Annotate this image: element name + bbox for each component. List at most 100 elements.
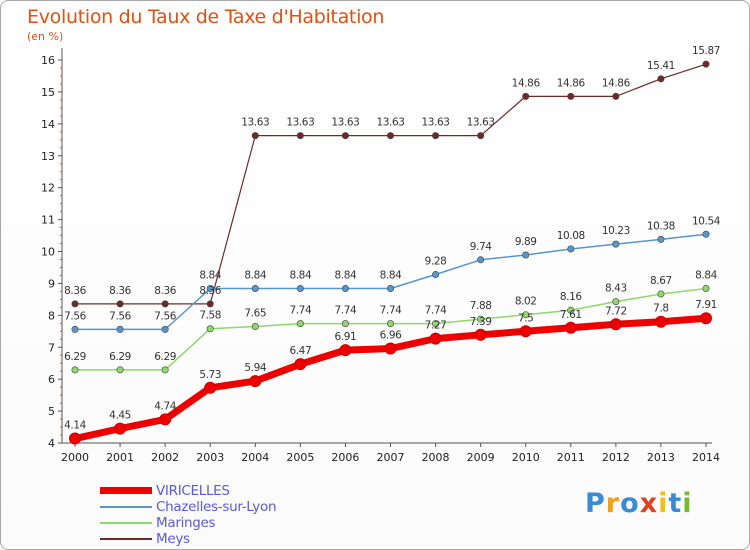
legend-item-viricelles: VIRICELLES [100, 483, 360, 499]
data-label-viricelles: 5.73 [199, 369, 221, 381]
data-label-meys: 8.36 [154, 285, 176, 297]
y-tick-label: 8 [48, 309, 55, 322]
data-point-chazelles-sur-lyon [432, 270, 440, 278]
data-label-maringes: 7.74 [380, 305, 402, 317]
data-label-meys: 8.36 [199, 285, 221, 297]
y-tick-label: 16 [41, 54, 55, 67]
legend-swatch [100, 506, 152, 508]
data-point-maringes [432, 320, 440, 328]
y-tick-label: 11 [41, 214, 55, 227]
x-tick-label: 2012 [602, 451, 630, 464]
legend-label: Maringes [156, 515, 216, 531]
data-label-chazelles-sur-lyon: 10.08 [557, 230, 585, 242]
series-line-meys [75, 63, 707, 305]
data-point-maringes [71, 366, 79, 374]
data-label-viricelles: 6.96 [380, 330, 402, 342]
data-point-meys [522, 92, 530, 100]
data-label-maringes: 7.65 [244, 308, 266, 320]
x-tick-label: 2014 [692, 451, 720, 464]
data-point-viricelles [519, 325, 532, 338]
x-tick-label: 2001 [106, 451, 134, 464]
legend-swatch [100, 487, 152, 494]
data-point-meys [206, 300, 214, 308]
data-point-maringes [341, 320, 349, 328]
data-label-chazelles-sur-lyon: 7.56 [109, 310, 131, 322]
data-point-chazelles-sur-lyon [386, 285, 394, 293]
data-label-meys: 13.63 [331, 117, 359, 129]
data-label-viricelles: 4.74 [154, 400, 176, 412]
legend-label: Chazelles-sur-Lyon [156, 499, 277, 515]
x-tick-label: 2006 [331, 451, 359, 464]
logo-letter: i [658, 488, 669, 519]
legend-swatch [100, 538, 152, 540]
data-label-meys: 14.86 [557, 77, 586, 89]
data-label-maringes: 7.58 [199, 310, 221, 322]
data-label-chazelles-sur-lyon: 9.89 [515, 236, 537, 248]
data-point-viricelles [609, 318, 622, 331]
data-labels-layer: 8.36 8.36 8.36 8.36 13.63 13.63 13.63 13.63 13.6… [64, 45, 721, 431]
data-label-meys: 13.63 [286, 117, 314, 129]
proxiti-logo: Proxiti [585, 488, 693, 519]
data-label-viricelles: 7.91 [695, 299, 717, 311]
data-point-meys [432, 132, 440, 140]
y-tick-label: 4 [48, 437, 55, 450]
data-point-maringes [612, 298, 620, 306]
data-label-viricelles: 7.8 [653, 303, 669, 315]
data-label-meys: 13.63 [241, 117, 269, 129]
data-label-maringes: 6.29 [64, 351, 86, 363]
y-tick-label: 7 [48, 341, 55, 354]
data-point-viricelles [114, 422, 127, 435]
data-point-viricelles [429, 332, 442, 345]
y-axis-unit-label: (en %) [27, 30, 64, 43]
data-label-maringes: 6.29 [109, 351, 131, 363]
data-label-chazelles-sur-lyon: 8.84 [244, 270, 266, 282]
x-tick-label: 2010 [512, 451, 540, 464]
data-point-viricelles [384, 342, 397, 355]
y-tick-label: 10 [41, 246, 55, 259]
data-point-maringes [116, 366, 124, 374]
data-point-maringes [477, 315, 485, 323]
x-tick-label: 2013 [647, 451, 675, 464]
y-tick-label: 15 [41, 86, 55, 99]
data-label-chazelles-sur-lyon: 10.23 [602, 225, 630, 237]
data-label-chazelles-sur-lyon: 7.56 [154, 310, 176, 322]
chart-title: Evolution du Taux de Taxe d'Habitation [27, 6, 385, 28]
y-tick-label: 12 [41, 182, 55, 195]
data-point-chazelles-sur-lyon [251, 285, 259, 293]
data-label-meys: 15.87 [692, 45, 720, 57]
legend-item-maringes: Maringes [100, 515, 360, 531]
data-label-meys: 13.63 [467, 117, 495, 129]
data-label-maringes: 7.74 [335, 305, 357, 317]
data-point-viricelles [69, 432, 81, 445]
axes: 4 5 6 7 8 9 10 11 12 13 14 15 16 2000 2001 2002 2003 2004… [41, 48, 720, 464]
logo-letter: x [639, 488, 659, 519]
data-label-viricelles: 6.47 [289, 345, 311, 357]
data-label-chazelles-sur-lyon: 8.84 [289, 270, 311, 282]
data-label-maringes: 8.16 [560, 291, 582, 303]
y-tick-label: 5 [48, 405, 55, 418]
data-label-viricelles: 7.61 [560, 309, 582, 321]
data-label-chazelles-sur-lyon: 9.74 [470, 241, 492, 253]
data-point-chazelles-sur-lyon [477, 256, 485, 264]
data-point-viricelles [159, 413, 172, 426]
data-point-chazelles-sur-lyon [522, 251, 530, 259]
data-point-viricelles [339, 344, 352, 357]
data-label-meys: 13.63 [376, 117, 404, 129]
data-label-meys: 13.63 [422, 117, 450, 129]
data-label-maringes: 8.43 [605, 283, 627, 295]
y-tick-label: 6 [48, 373, 55, 386]
data-label-viricelles: 4.45 [109, 410, 131, 422]
data-label-viricelles: 7.5 [518, 312, 534, 324]
data-label-maringes: 8.67 [650, 275, 672, 287]
data-point-chazelles-sur-lyon [702, 230, 710, 238]
data-point-meys [702, 60, 710, 68]
y-tick-label: 14 [41, 118, 55, 131]
data-point-chazelles-sur-lyon [71, 325, 79, 333]
data-point-viricelles [204, 381, 217, 394]
data-point-meys [116, 300, 124, 308]
data-point-maringes [296, 320, 304, 328]
legend-swatch [100, 522, 152, 524]
x-tick-label: 2003 [196, 451, 224, 464]
x-tick-label: 2002 [151, 451, 179, 464]
data-point-meys [296, 132, 304, 140]
